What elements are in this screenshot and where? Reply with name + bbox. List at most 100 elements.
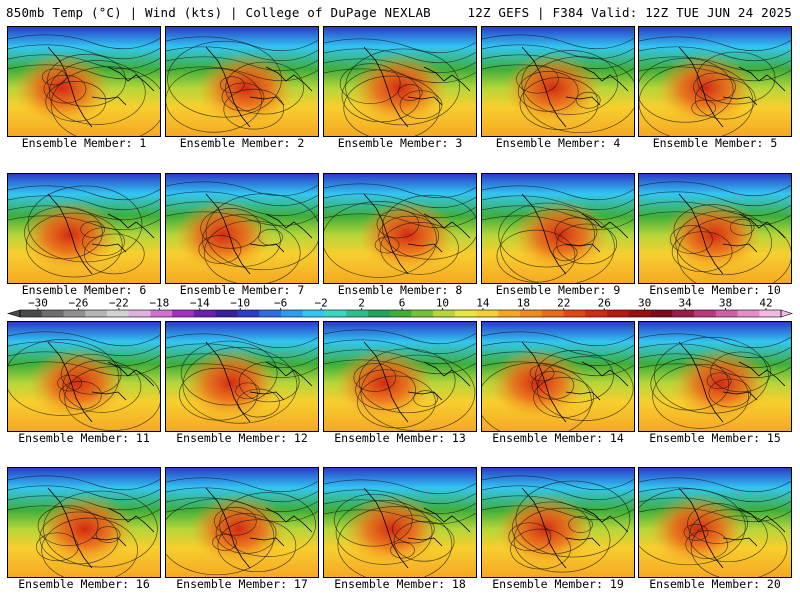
ensemble-map-panel <box>323 321 477 432</box>
contour-line <box>482 195 634 211</box>
contour-line <box>639 181 791 197</box>
contour-line <box>482 341 634 357</box>
coastline <box>205 193 313 275</box>
contour-line <box>639 36 791 52</box>
contour-line <box>516 64 559 94</box>
contour-line <box>179 367 258 421</box>
contour-line <box>50 66 160 136</box>
contour-line <box>47 53 126 107</box>
colorbar-segment <box>628 310 652 317</box>
contour-line <box>202 214 281 267</box>
ensemble-map-panel <box>165 321 319 432</box>
contour-line <box>324 183 476 199</box>
contour-line <box>57 374 82 392</box>
colorbar-segment <box>41 310 64 317</box>
temperature-colorbar: −30 −26 −22 −18 −14 −10 −6 −2 2 6 10 14 18 22 26 30 34 38… <box>6 297 793 318</box>
contour-line <box>80 221 106 238</box>
heat-ridge <box>639 468 791 577</box>
colorbar-segment <box>346 310 369 317</box>
colorbar-tick-label: 30 <box>638 297 651 310</box>
contour-line <box>639 56 791 72</box>
contour-line <box>217 519 297 573</box>
contour-line <box>575 91 601 109</box>
contour-line <box>166 498 275 576</box>
contour-line <box>324 58 476 74</box>
heat-ridge <box>482 27 634 136</box>
contour-line <box>693 72 736 102</box>
contour-line <box>482 495 634 511</box>
contour-line <box>238 361 300 403</box>
contour-line <box>535 350 614 403</box>
contour-line <box>82 227 125 257</box>
contour-line <box>482 64 634 80</box>
heat-ridge <box>639 27 791 136</box>
ensemble-map-panel <box>323 26 477 137</box>
heat-ridge <box>639 174 791 283</box>
ensemble-member-label: Ensemble Member: 6 <box>21 283 147 297</box>
contour-line <box>639 64 754 136</box>
contour-line <box>639 191 791 207</box>
contour-line <box>324 201 437 278</box>
colorbar-segment <box>106 310 130 317</box>
ensemble-map-panel <box>323 173 477 284</box>
contour-line <box>521 50 619 115</box>
heat-ridge <box>482 322 634 431</box>
ensemble-map-panel <box>7 321 161 432</box>
colorbar-segment <box>302 310 325 317</box>
colorbar-segment <box>541 310 565 317</box>
colorbar-frame <box>19 309 782 318</box>
colorbar-segment <box>715 310 739 317</box>
coastline <box>521 46 629 128</box>
contour-line <box>8 361 160 377</box>
colorbar-segment <box>367 310 391 317</box>
contour-line <box>358 348 456 414</box>
contour-line <box>675 210 773 276</box>
contour-line <box>166 67 263 133</box>
ensemble-member-label: Ensemble Member: 17 <box>176 577 308 591</box>
contour-line <box>482 185 634 201</box>
ensemble-member-label: Ensemble Member: 3 <box>337 136 463 150</box>
colorbar-segment <box>324 310 347 317</box>
contour-line <box>59 380 102 410</box>
contour-line <box>652 364 749 429</box>
coastline <box>678 341 786 423</box>
ensemble-member-label: Ensemble Member: 11 <box>18 431 150 445</box>
colorbar-tick-label: 14 <box>476 297 490 310</box>
contour-line <box>556 223 618 265</box>
colorbar-segment <box>498 310 521 317</box>
coastline <box>363 193 471 275</box>
heat-ridge <box>324 468 476 577</box>
colorbar-tick-label: 38 <box>719 297 732 310</box>
ensemble-member-label: Ensemble Member: 9 <box>495 283 621 297</box>
contour-line <box>639 201 791 217</box>
colorbar-segment <box>454 310 478 317</box>
contour-line <box>639 57 734 123</box>
contour-line <box>8 475 160 491</box>
contour-line <box>519 77 599 130</box>
contour-line <box>37 505 99 547</box>
ensemble-member-label: Ensemble Member: 15 <box>649 431 781 445</box>
heat-ridge <box>166 468 318 577</box>
contour-line <box>500 208 615 283</box>
colorbar-tick-label: −6 <box>274 297 287 310</box>
ensemble-member-label: Ensemble Member: 7 <box>179 283 305 297</box>
contour-line <box>8 34 160 50</box>
colorbar-segment <box>607 310 630 317</box>
contour-line <box>498 202 596 268</box>
colorbar-segment <box>585 310 608 317</box>
contour-line <box>43 74 87 104</box>
ensemble-member-label: Ensemble Member: 8 <box>337 283 463 297</box>
contour-line <box>552 244 578 262</box>
contour-line <box>568 516 593 533</box>
colorbar-tick-label: 34 <box>678 297 692 310</box>
contour-line <box>83 233 145 275</box>
contour-line <box>8 339 120 416</box>
ensemble-member-label: Ensemble Member: 5 <box>652 136 778 150</box>
heat-ridge <box>324 174 476 283</box>
contour-line <box>639 497 791 513</box>
ensemble-member-label: Ensemble Member: 1 <box>21 136 147 150</box>
colorbar-segment <box>63 310 86 317</box>
ensemble-member-label: Ensemble Member: 12 <box>176 431 308 445</box>
ensemble-member-label: Ensemble Member: 14 <box>492 431 624 445</box>
contour-line <box>166 487 318 503</box>
